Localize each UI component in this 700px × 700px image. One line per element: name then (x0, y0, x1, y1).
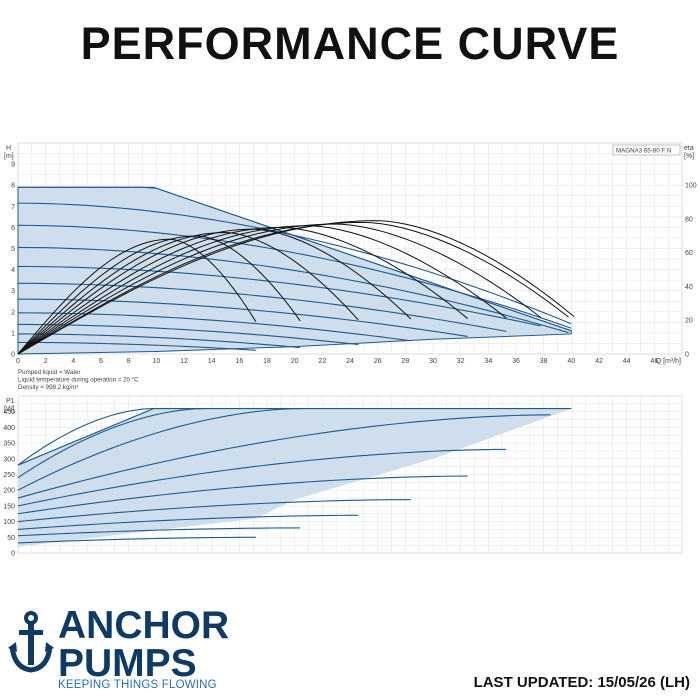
head-curve (17, 246, 569, 334)
efficiency-curve (17, 226, 468, 355)
x-tick-label: 22 (318, 358, 326, 365)
x-tick-label: 36 (512, 358, 520, 365)
y-tick-label: 5 (11, 246, 15, 253)
anchor-icon (8, 611, 54, 673)
head-curve (17, 312, 411, 342)
y2-tick-label: 20 (685, 318, 693, 325)
x-tick-label: 0 (16, 358, 20, 365)
power-curve (17, 408, 154, 466)
x-axis-label: Q [m³/h] (656, 358, 681, 365)
y2-tick-label: 100 (685, 183, 697, 190)
y-tick-label: 150 (3, 503, 15, 510)
y-tick-label: 4 (11, 267, 15, 274)
x-tick-label: 16 (235, 358, 243, 365)
head-curve (17, 202, 572, 325)
model-label: MAGNA3 65-80 F N (616, 148, 671, 155)
head-curve (17, 341, 256, 351)
brand-tagline: KEEPING THINGS FLOWING (58, 679, 217, 691)
conditions-note: Pumped liquid = Water (18, 369, 81, 376)
power-curve (17, 475, 468, 515)
power-curve (17, 414, 551, 499)
brand-name-line2: PUMPS (58, 642, 197, 685)
y-tick-label: 400 (3, 425, 15, 432)
brand-name-line1: ANCHOR (58, 604, 230, 647)
x-tick-label: 10 (152, 358, 160, 365)
x-tick-label: 4 (71, 358, 75, 365)
efficiency-curve (17, 223, 542, 355)
efficiency-curve (17, 235, 301, 355)
efficiency-curve (17, 238, 257, 355)
x-tick-label: 8 (127, 358, 131, 365)
head-curve (17, 323, 359, 346)
x-tick-label: 28 (401, 358, 409, 365)
x-tick-label: 14 (208, 358, 216, 365)
efficiency-curve (17, 221, 569, 355)
last-updated-label: LAST UPDATED: 15/05/26 (LH) (473, 674, 690, 691)
y-tick-label: 50 (7, 535, 15, 542)
x-tick-label: 26 (374, 358, 382, 365)
y-axis-label: H (6, 145, 11, 152)
page-title: PERFORMANCE CURVE (80, 18, 620, 69)
power-curve (17, 527, 301, 537)
y-tick-label: 3 (11, 288, 15, 295)
head-curve (17, 298, 468, 337)
y-tick-label: 1 (11, 330, 15, 337)
y2-tick-label: 80 (685, 216, 693, 223)
head-curve (17, 282, 507, 332)
x-tick-label: 38 (540, 358, 548, 365)
y-tick-label: 100 (3, 519, 15, 526)
x-tick-label: 12 (180, 358, 188, 365)
y2-tick-label: 0 (685, 352, 689, 359)
y-axis-unit: [m] (4, 153, 14, 160)
y-tick-label: 250 (3, 472, 15, 479)
power-curve (17, 536, 256, 544)
conditions-note: Liquid temperature during operation = 20… (18, 377, 139, 384)
y-tick-label: 200 (3, 488, 15, 495)
y-tick-label: 350 (3, 441, 15, 448)
y-tick-label: 9 (11, 162, 15, 169)
y2-tick-label: 40 (685, 284, 693, 291)
x-tick-label: 34 (484, 358, 492, 365)
x-tick-label: 30 (429, 358, 437, 365)
head-curve (17, 265, 542, 327)
y-tick-label: 450 (3, 409, 15, 416)
y-axis-label: P1 (6, 398, 15, 405)
x-tick-label: 20 (291, 358, 299, 365)
y-tick-label: 0 (11, 551, 15, 558)
power-curve (17, 408, 302, 491)
power-curve (17, 408, 205, 479)
y2-axis-label: eta (684, 145, 694, 152)
y2-axis-unit: [%] (684, 153, 694, 160)
power-curve (17, 499, 411, 523)
y-axis-unit: [W] (4, 406, 15, 413)
power-curve (17, 448, 507, 507)
x-tick-label: 40 (567, 358, 575, 365)
head-curve (17, 333, 301, 349)
conditions-note: Density = 998.2 kg/m³ (18, 384, 78, 391)
x-tick-label: 6 (99, 358, 103, 365)
head-chart: 0 2 4 6 8 10 12 14 16 18 20 22 24 26 28 30 32 34 36 38 40 42 4… (4, 142, 697, 391)
y-tick-label: 8 (11, 183, 15, 190)
x-tick-label: 44 (623, 358, 631, 365)
efficiency-curve (17, 231, 359, 355)
y-tick-label: 7 (11, 204, 15, 211)
y-tick-label: 2 (11, 309, 15, 316)
power-envelope-area (18, 408, 572, 547)
x-tick-label: 24 (346, 358, 354, 365)
x-tick-label: 42 (595, 358, 603, 365)
y-tick-label: 6 (11, 225, 15, 232)
x-tick-label: 2 (44, 358, 48, 365)
power-curve (17, 514, 359, 530)
x-tick-label: 32 (457, 358, 465, 365)
y2-tick-label: 60 (685, 250, 693, 257)
model-box (612, 144, 681, 156)
power-chart: 0 50 100 150 200 250 300 350 400 450 P1[W] (3, 395, 683, 558)
y-tick-label: 300 (3, 456, 15, 463)
x-tick-label: 18 (263, 358, 271, 365)
x-tick-label: 46 (650, 358, 658, 365)
y-tick-label: 0 (11, 352, 15, 359)
anchor-pumps-logo: ANCHOR PUMPS KEEPING THINGS FLOWING (8, 604, 248, 696)
